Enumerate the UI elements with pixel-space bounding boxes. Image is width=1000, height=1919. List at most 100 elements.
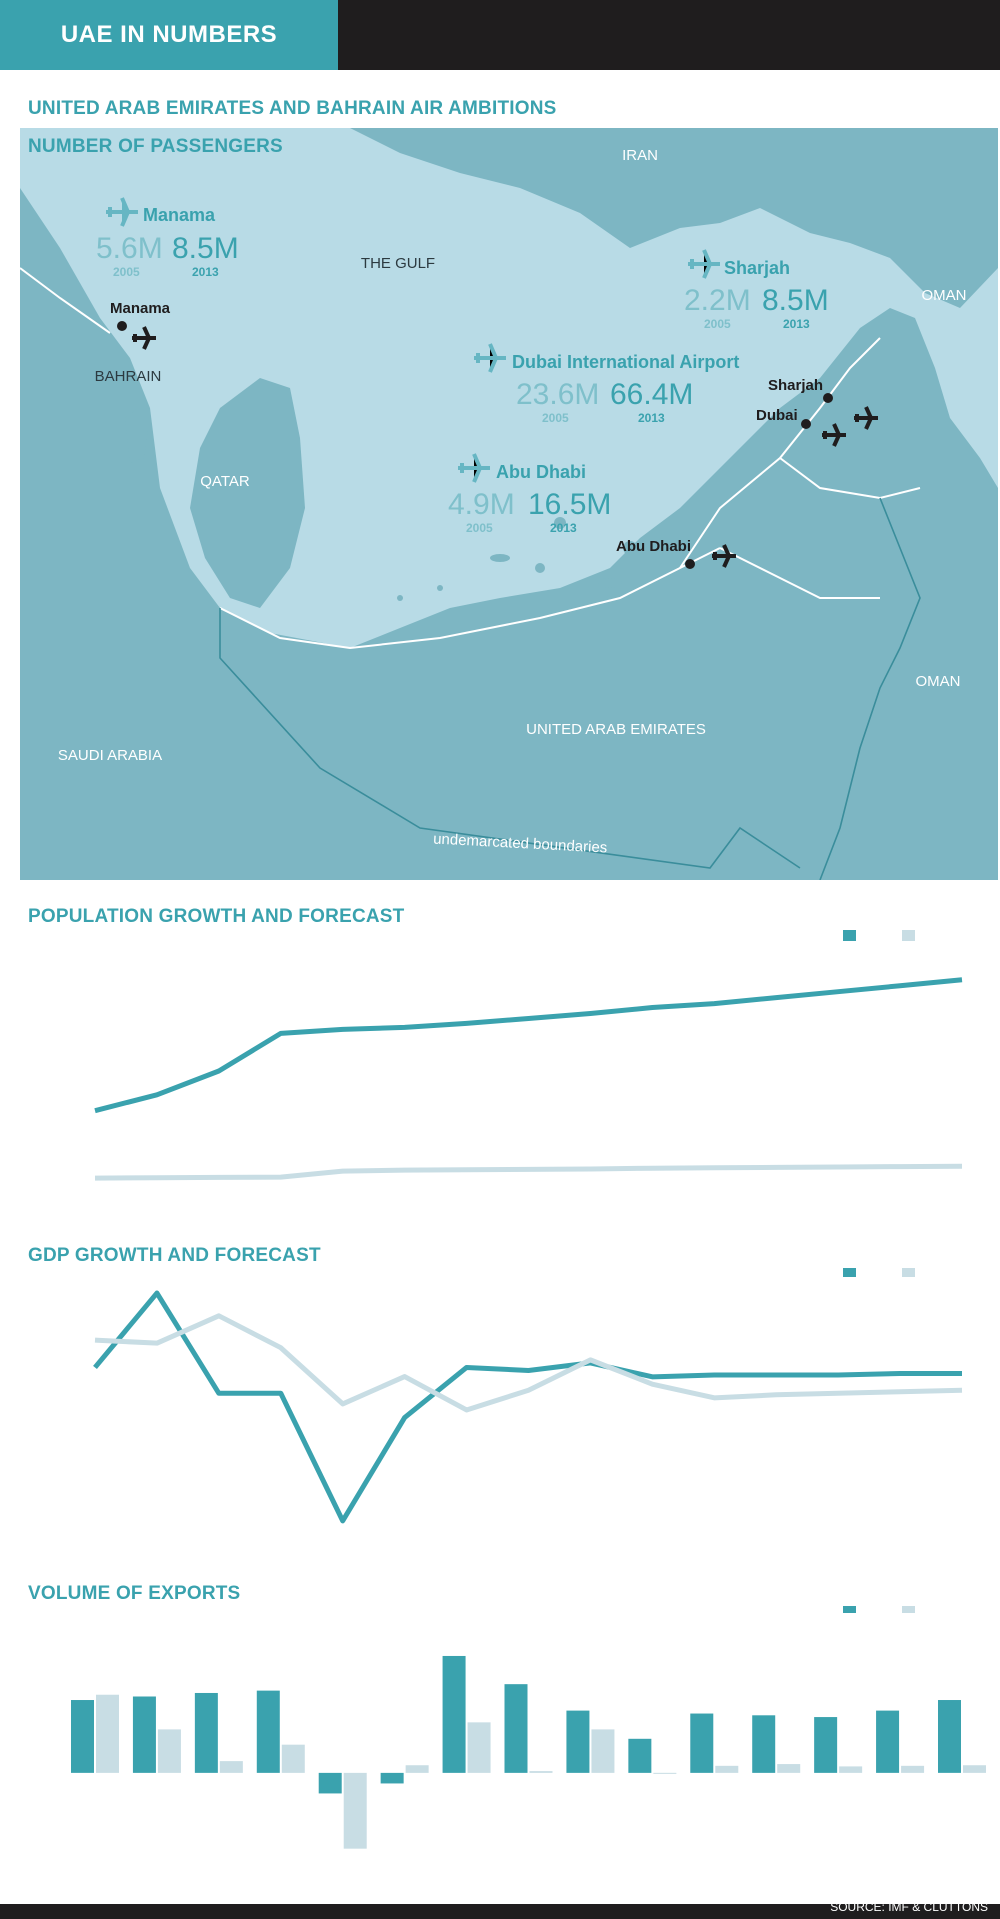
legend-swatch-bahrain <box>902 930 915 941</box>
legend-swatch-bahrain <box>902 1606 915 1613</box>
bar-bahrain <box>653 1772 677 1774</box>
y-tick-label: 10 <box>35 1283 52 1300</box>
x-tick-label: 2011 <box>450 1874 482 1891</box>
x-tick-label: 2011 <box>450 1546 482 1563</box>
x-tick-label: 2013 <box>574 1546 607 1563</box>
y-tick-label: 15 <box>35 1678 52 1695</box>
airport-name-manama: Manama <box>143 205 216 225</box>
x-tick-label: 2018 <box>883 1205 916 1222</box>
map-section-title: UNITED ARAB EMIRATES AND BAHRAIN AIR AMB… <box>28 98 557 119</box>
y-tick-label: 25 <box>35 1619 52 1636</box>
y-tick-label: -10 <box>30 1825 52 1842</box>
bar-bahrain <box>901 1765 925 1773</box>
manama-2005-value: 5.6M <box>96 232 163 265</box>
x-tick-label: 2017 <box>821 1205 854 1222</box>
abudhabi-2005-year: 2005 <box>466 521 493 535</box>
airport-icon-abudhabi <box>712 544 736 568</box>
x-tick-label: 2012 <box>512 1205 545 1222</box>
y-tick-label: 0 <box>44 1766 52 1783</box>
series-line-uae <box>93 1290 962 1524</box>
iran-land <box>350 128 998 308</box>
x-tick-label: 2005 <box>78 1205 111 1222</box>
legend-swatch-uae <box>843 1268 856 1277</box>
city-dot-abudhabi <box>685 559 695 569</box>
exports-chart-title: VOLUME OF EXPORTS <box>28 1583 241 1604</box>
x-tick-label: 2015 <box>698 1205 731 1222</box>
data-label: 1.3m <box>948 1143 975 1157</box>
bar-uae <box>256 1690 280 1773</box>
airport-name-abudhabi: Abu Dhabi <box>496 462 586 482</box>
bar-uae <box>752 1715 776 1773</box>
data-label: 0.77% <box>326 1419 360 1433</box>
bar-bahrain <box>96 1694 119 1773</box>
x-tick-label: 2016 <box>760 1874 793 1891</box>
city-label-abudhabi: Abu Dhabi <box>616 538 691 555</box>
legend-label-bahrain: BAHRAIN <box>921 1606 990 1616</box>
data-label: 12.4% <box>945 1683 979 1697</box>
sharjah-2005-value: 2.2M <box>684 284 751 317</box>
x-tick-label: 2006 <box>140 1546 173 1563</box>
dubai-2013-value: 66.4M <box>610 378 693 411</box>
airport-icon-dubai <box>822 423 846 447</box>
y-tick-label: -6 <box>39 1526 52 1543</box>
bar-bahrain <box>839 1766 863 1773</box>
x-tick-label: 2010 <box>388 1874 421 1891</box>
dubai-2005-year: 2005 <box>542 411 569 425</box>
city-dot-manama <box>117 321 127 331</box>
y-tick-label: -2 <box>39 1465 52 1482</box>
label-saudi: SAUDI ARABIA <box>58 747 162 764</box>
y-tick-label: 20 <box>35 1648 52 1665</box>
legend-swatch-bahrain <box>902 1268 915 1277</box>
x-tick-label: 2017 <box>821 1546 854 1563</box>
legend-swatch-uae <box>843 1606 856 1613</box>
bar-uae <box>318 1772 342 1794</box>
bar-uae <box>132 1696 156 1773</box>
bar-uae <box>442 1655 466 1773</box>
bar-uae <box>194 1692 218 1773</box>
abudhabi-2013-value: 16.5M <box>528 488 611 521</box>
city-dot-dubai <box>801 419 811 429</box>
y-tick-label: 4 <box>44 1106 52 1123</box>
sharjah-2013-value: 8.5M <box>762 284 829 317</box>
sharjah-2013-year: 2013 <box>783 317 810 331</box>
x-tick-label: 2008 <box>264 1874 297 1891</box>
bar-uae <box>380 1772 404 1784</box>
roads <box>20 267 921 650</box>
x-tick-label: 2017 <box>821 1874 854 1891</box>
y-tick-label: 6 <box>44 1344 52 1361</box>
bar-bahrain <box>529 1771 553 1773</box>
x-tick-label: 2016 <box>760 1546 793 1563</box>
x-tick-label: 2010 <box>388 1205 421 1222</box>
legend-label-uae: UAE <box>862 930 894 944</box>
x-tick-label: 2015 <box>698 1546 731 1563</box>
header-banner: UAE IN NUMBERS <box>0 0 338 70</box>
source-note: SOURCE: IMF & CLUTTONS <box>830 1900 988 1914</box>
gdp-chart-title: GDP GROWTH AND FORECAST <box>28 1245 321 1266</box>
city-dot-sharjah <box>823 393 833 403</box>
x-tick-label: 2012 <box>512 1874 545 1891</box>
abudhabi-2013-year: 2013 <box>550 521 577 535</box>
legend-label-uae: UAE <box>862 1606 894 1616</box>
x-tick-label: 2006 <box>140 1205 173 1222</box>
x-tick-label: 2014 <box>636 1205 669 1222</box>
x-tick-label: 2018 <box>883 1874 916 1891</box>
label-oman-north: OMAN <box>922 287 967 304</box>
x-tick-label: 2007 <box>202 1205 235 1222</box>
y-tick-label: 6 <box>44 1066 52 1083</box>
y-tick-label: 4 <box>44 1374 52 1391</box>
y-tick-label: 5 <box>44 1737 52 1754</box>
abudhabi-2005-value: 4.9M <box>448 488 515 521</box>
islands <box>397 517 637 601</box>
plane-icon <box>474 343 506 373</box>
label-iran: IRAN <box>622 147 658 164</box>
data-label: 1.2m <box>623 1173 650 1187</box>
x-tick-label: 2007 <box>202 1874 235 1891</box>
legend-label-bahrain: BAHRAIN <box>921 930 990 944</box>
label-bahrain: BAHRAIN <box>95 368 162 385</box>
airport-icon-sharjah <box>854 406 878 430</box>
x-tick-label: 2018 <box>883 1546 916 1563</box>
data-label: 9.3m <box>639 987 666 1001</box>
plane-icon <box>106 197 138 227</box>
label-gulf: THE GULF <box>361 255 435 272</box>
series-line-bahrain <box>94 1163 963 1181</box>
